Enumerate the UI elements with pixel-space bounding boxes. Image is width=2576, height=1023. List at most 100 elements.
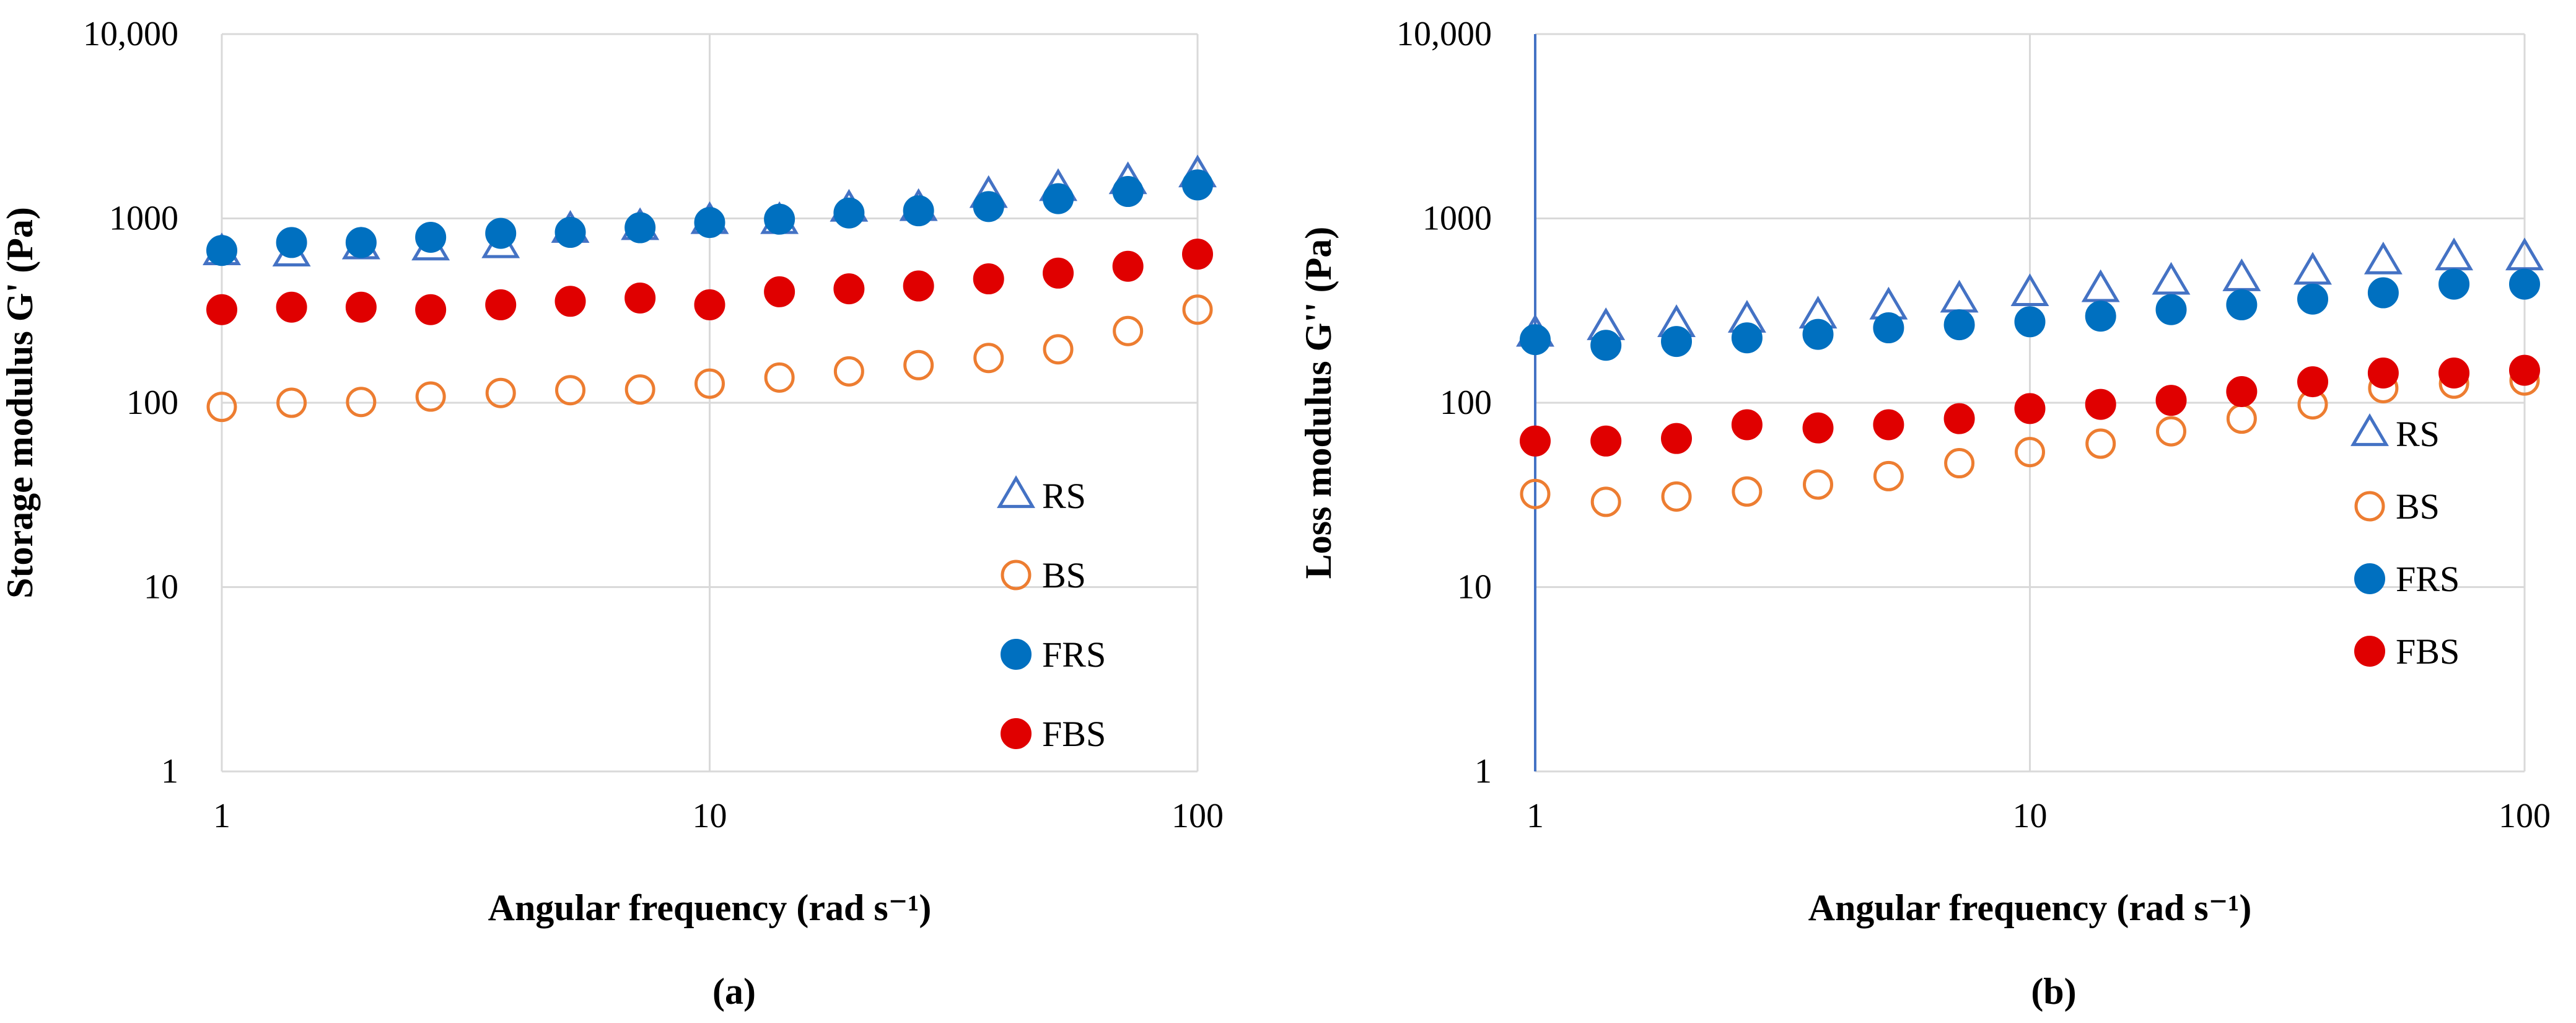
panel-a-y-tick-label: 10 — [144, 568, 178, 607]
panel-a-frs-point — [764, 203, 795, 235]
panel-a-bs-point — [833, 356, 864, 387]
panel-b-fbs-point — [2014, 393, 2046, 424]
panel-b-loss-modulus-chart: 1 10 100 1000 10,000 1 10 100 Angular frequency … — [1298, 15, 2551, 928]
panel-a-fbs-point — [554, 286, 586, 317]
panel-b-x-axis-title: Angular frequency (rad s⁻¹) — [1808, 887, 2252, 928]
panel-b-frs-point — [1731, 322, 1763, 354]
panel-b-fbs-point — [1590, 425, 1622, 457]
panel-b-fbs-point — [2155, 385, 2187, 416]
panel-b-legend-label-fbs: FBS — [2396, 631, 2460, 672]
panel-a-legend-label-fbs: FBS — [1042, 714, 1106, 754]
panel-a-fbs-point — [624, 282, 656, 314]
panel-a-fbs-point — [764, 276, 795, 307]
panel-b-legend-marker-bs — [2354, 491, 2385, 522]
panel-a-bs-point — [694, 368, 725, 399]
panel-a-frs-point — [973, 191, 1004, 222]
panel-b-fbs-point — [1873, 409, 1904, 441]
panel-a-bs-point — [903, 349, 934, 380]
panel-b-fbs-point — [1731, 409, 1763, 441]
panel-b-bs-point — [1803, 469, 1834, 500]
panel-b-rs-point — [2152, 261, 2191, 295]
panel-b-fbs-point — [2509, 354, 2540, 386]
panel-a-bs-point — [1043, 334, 1074, 365]
panel-b-frs-point — [1520, 324, 1551, 356]
panel-a-fbs-point — [1112, 250, 1144, 282]
panel-b-y-tick-label: 1000 — [1422, 200, 1492, 238]
panel-b-x-tick-label: 10 — [2013, 797, 2048, 835]
panel-b-fbs-point — [1520, 425, 1551, 457]
panel-a-legend: RS BS FRS FBS — [997, 475, 1106, 754]
panel-a-y-tick-label: 1 — [161, 752, 178, 791]
panel-a-frs-point — [903, 195, 934, 227]
panel-b-bs-point — [1873, 460, 1904, 491]
panel-b-rs-point — [2010, 273, 2049, 307]
panel-a-y-tick-label: 1000 — [109, 200, 178, 238]
panel-a-fbs-point — [694, 289, 725, 320]
panel-a-legend-label-frs: FRS — [1042, 634, 1106, 675]
panel-a-bs-point — [206, 392, 237, 423]
panel-a-bs-point — [624, 374, 655, 405]
panel-b-frs-point — [1943, 309, 1975, 341]
panel-b-bs-point — [2156, 416, 2187, 447]
panel-a-bs-point — [346, 387, 377, 418]
panel-b-bs-point — [2226, 403, 2257, 434]
panel-a-legend-marker-fbs — [1001, 718, 1032, 749]
panel-a-frs-point — [554, 217, 586, 248]
panel-b-frs-point — [2367, 277, 2399, 309]
panel-b-series-frs — [1520, 268, 2540, 361]
panel-b-fbs-point — [1661, 423, 1693, 454]
panel-b-frs-point — [1802, 318, 1834, 350]
panel-a-fbs-point — [345, 291, 377, 323]
panel-a-legend-label-bs: BS — [1042, 555, 1086, 595]
panel-b-rs-point — [2222, 258, 2261, 291]
panel-b-y-tick-label: 10 — [1457, 568, 1492, 607]
panel-a-frs-point — [415, 221, 447, 253]
panel-b-legend-marker-frs — [2354, 563, 2385, 594]
panel-b-caption: (b) — [2031, 971, 2076, 1012]
panel-b-rs-point — [1940, 279, 1979, 313]
panel-b-y-axis-title: Loss modulus G'' (Pa) — [1298, 227, 1339, 579]
panel-b-bs-point — [1590, 486, 1621, 517]
panel-b-fbs-point — [2297, 366, 2329, 398]
panel-a-fbs-point — [1043, 257, 1074, 289]
panel-a-bs-point — [276, 387, 307, 418]
panel-a-legend-marker-frs — [1001, 639, 1032, 670]
panel-a-bs-point — [973, 343, 1004, 374]
panel-b-bs-point — [1661, 481, 1692, 512]
panel-a-bs-point — [415, 381, 446, 412]
panel-b-rs-point — [2293, 252, 2332, 285]
panel-b-y-tick-label: 1 — [1474, 752, 1492, 791]
panel-b-legend-marker-rs — [2350, 413, 2389, 446]
panel-a-bs-point — [555, 375, 586, 406]
panel-a-legend-marker-rs — [997, 475, 1035, 508]
panel-b-frs-point — [2155, 294, 2187, 325]
panel-a-bs-point — [1113, 315, 1144, 346]
panel-b-y-tick-label: 10,000 — [1396, 15, 1492, 53]
panel-a-x-tick-label: 10 — [693, 797, 727, 835]
panel-b-fbs-point — [2367, 357, 2399, 389]
panel-a-y-axis-title: Storage modulus G' (Pa) — [0, 207, 40, 599]
panel-b-y-tick-label: 100 — [1440, 384, 1492, 422]
panel-b-bs-point — [1520, 478, 1551, 509]
panel-a-bs-point — [485, 377, 516, 408]
panel-b-fbs-point — [2085, 389, 2116, 420]
panel-b-legend-label-rs: RS — [2396, 414, 2440, 454]
panel-b-bs-point — [2015, 437, 2045, 468]
panel-a-frs-point — [206, 235, 237, 266]
panel-a-frs-point — [1043, 183, 1074, 214]
panel-a-frs-point — [694, 207, 725, 239]
panel-a-y-tick-label: 100 — [126, 384, 178, 422]
panel-b-rs-point — [2435, 237, 2474, 271]
panel-a-caption: (a) — [712, 971, 756, 1012]
panel-a-legend-label-rs: RS — [1042, 476, 1086, 516]
panel-b-frs-point — [2438, 268, 2470, 300]
panel-a-storage-modulus-chart: 1 10 100 1000 10,000 1 10 100 Angular frequency … — [0, 15, 1224, 928]
panel-a-fbs-point — [415, 294, 447, 325]
panel-a-series-frs — [206, 169, 1213, 266]
panel-b-frs-point — [2297, 283, 2329, 315]
panel-a-fbs-point — [903, 270, 934, 302]
panel-a-legend-marker-bs — [1001, 560, 1032, 591]
panel-b-frs-point — [1661, 326, 1693, 358]
panel-a-x-tick-label: 1 — [213, 797, 230, 835]
